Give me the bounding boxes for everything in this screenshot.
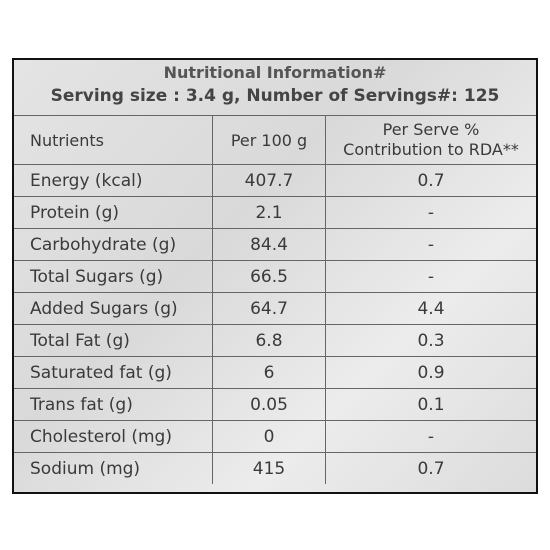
nutrient-value: - <box>325 196 536 229</box>
nutrient-value: 0.3 <box>325 324 536 357</box>
table-row: Energy (kcal) 407.7 0.7 <box>14 164 536 197</box>
nutrient-name: Protein (g) <box>14 196 213 229</box>
nutrient-name: Energy (kcal) <box>14 164 213 197</box>
header-row: Nutrients Per 100 g Per Serve % Contributio… <box>14 115 536 165</box>
nutrient-value: 84.4 <box>212 228 326 261</box>
table-row: Sodium (mg) 415 0.7 <box>14 452 536 484</box>
serving-info: Serving size : 3.4 g, Number of Servings… <box>50 86 500 106</box>
nutrient-value: 6.8 <box>212 324 326 357</box>
nutrient-name: Cholesterol (mg) <box>14 420 213 453</box>
nutrient-value: 0.7 <box>325 164 536 197</box>
column-header: Per Serve % Contribution to RDA** <box>325 115 536 165</box>
nutrient-value: 0.05 <box>212 388 326 421</box>
nutrition-label: Nutritional Information# Serving size : … <box>12 58 538 494</box>
nutrient-name: Added Sugars (g) <box>14 292 213 325</box>
nutrient-value: 0.1 <box>325 388 536 421</box>
nutrient-value: - <box>325 228 536 261</box>
nutrient-value: - <box>325 260 536 293</box>
nutrient-value: 64.7 <box>212 292 326 325</box>
table-row: Carbohydrate (g) 84.4- <box>14 228 536 261</box>
nutrient-value: 4.4 <box>325 292 536 325</box>
nutrient-value: 0 <box>212 420 326 453</box>
nutrient-value: 407.7 <box>212 164 326 197</box>
column-header: Nutrients <box>14 115 213 165</box>
nutrient-name: Carbohydrate (g) <box>14 228 213 261</box>
nutrient-value: 6 <box>212 356 326 389</box>
nutrient-name: Saturated fat (g) <box>14 356 213 389</box>
label-title: Nutritional Information# <box>163 63 387 82</box>
nutrient-name: Total Sugars (g) <box>14 260 213 293</box>
column-header-line: Per Serve % <box>382 120 480 139</box>
nutrient-value: 0.9 <box>325 356 536 389</box>
nutrient-name: Total Fat (g) <box>14 324 213 357</box>
nutrient-value: - <box>325 420 536 453</box>
table-row: Trans fat (g) 0.05 0.1 <box>14 388 536 421</box>
nutrient-value: 2.1 <box>212 196 326 229</box>
nutrient-name: Trans fat (g) <box>14 388 213 421</box>
nutrient-value: 415 <box>212 452 326 484</box>
nutrient-name: Sodium (mg) <box>14 452 213 484</box>
column-header: Per 100 g <box>212 115 326 165</box>
table-row: Total Sugars (g) 66.5- <box>14 260 536 293</box>
table-row: Added Sugars (g) 64.7 4.4 <box>14 292 536 325</box>
table-row: Protein (g) 2.1- <box>14 196 536 229</box>
nutrient-value: 66.5 <box>212 260 326 293</box>
table-row: Saturated fat (g) 6 0.9 <box>14 356 536 389</box>
table-row: Cholesterol (mg) 0- <box>14 420 536 453</box>
table-row: Total Fat (g) 6.8 0.3 <box>14 324 536 357</box>
column-header-line: Contribution to RDA** <box>343 140 519 159</box>
nutrient-value: 0.7 <box>325 452 536 484</box>
nutrition-table: Nutrients Per 100 g Per Serve % Contributio… <box>14 115 536 484</box>
